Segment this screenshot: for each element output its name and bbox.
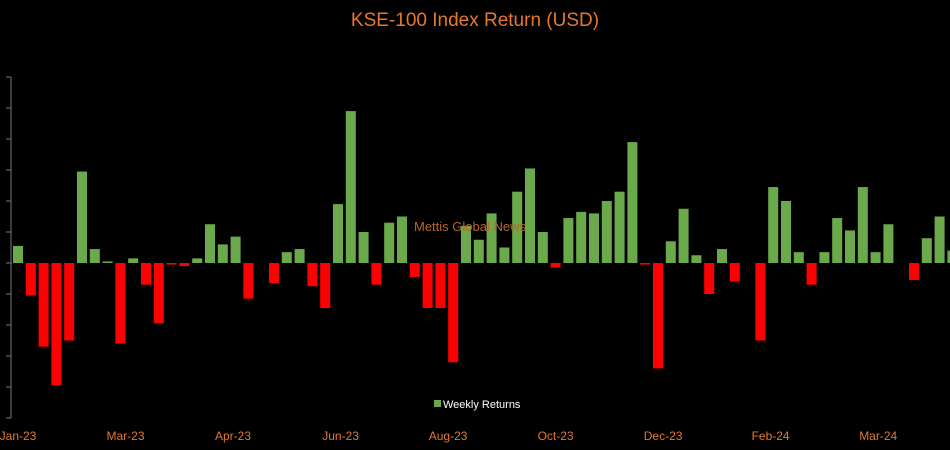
bar-27: [358, 232, 369, 263]
bar-63: [819, 252, 830, 263]
bar-58: [755, 263, 766, 341]
bar-52: [678, 208, 689, 263]
bar-45: [589, 213, 599, 263]
bar-47: [614, 191, 625, 263]
bar-20: [269, 263, 279, 284]
x-axis-tick-labels: Jan-23 Mar-23 Apr-23 Jun-23 Aug-23 Oct-23 Dec-…: [0, 429, 898, 443]
bar-5: [77, 171, 87, 263]
bar-72: [934, 216, 945, 263]
bar-62: [806, 263, 817, 285]
bar-66: [857, 187, 868, 263]
bar-14: [192, 258, 203, 263]
x-tick-label-6: Dec-23: [644, 429, 683, 443]
bar-12: [166, 263, 177, 265]
bar-51: [665, 241, 676, 263]
legend-label: Weekly Returns: [443, 399, 521, 411]
legend-swatch: [434, 400, 441, 407]
bar-37: [486, 213, 497, 263]
x-tick-label-1: Mar-23: [106, 429, 144, 443]
bar-3: [51, 263, 62, 386]
bar-36: [473, 239, 484, 263]
bar-43: [563, 218, 574, 263]
x-tick-label-7: Feb-24: [752, 429, 790, 443]
bar-22: [294, 249, 305, 263]
bar-61: [793, 252, 804, 263]
bar-64: [832, 218, 843, 263]
bar-60: [781, 201, 791, 263]
legend: Weekly Returns: [434, 399, 521, 411]
bar-42: [550, 263, 561, 268]
bar-6: [89, 249, 100, 263]
bar-41: [537, 232, 548, 263]
x-tick-label-5: Oct-23: [538, 429, 574, 443]
watermark-text: Mettis Global News: [414, 219, 526, 234]
bar-67: [870, 252, 881, 263]
x-tick-label-8: Mar-24: [859, 429, 897, 443]
bar-25: [333, 204, 343, 263]
bar-68: [883, 224, 894, 263]
bar-7: [102, 261, 113, 263]
bar-30: [397, 216, 407, 263]
bar-53: [691, 255, 702, 263]
bar-2: [38, 263, 49, 347]
bar-11: [153, 263, 164, 324]
chart-title: KSE-100 Index Return (USD): [350, 10, 600, 31]
bar-24: [320, 263, 331, 308]
bar-44: [576, 211, 587, 263]
bar-39: [512, 191, 523, 263]
bar-48: [627, 142, 638, 263]
bar-35: [461, 225, 471, 263]
bar-8: [115, 263, 126, 344]
bar-40: [525, 168, 535, 263]
bar-13: [179, 263, 190, 267]
x-tick-label-4: Aug-23: [429, 429, 468, 443]
bar-70: [909, 263, 919, 281]
y-axis: [6, 76, 12, 419]
bar-28: [371, 263, 382, 285]
bar-33: [435, 263, 446, 308]
bar-49: [640, 263, 651, 265]
bar-54: [704, 263, 715, 294]
bar-32: [422, 263, 433, 308]
bar-4: [64, 263, 75, 341]
x-tick-label-0: Jan-23: [0, 429, 37, 443]
bar-55: [717, 249, 727, 263]
bar-29: [384, 222, 395, 263]
bar-71: [921, 238, 932, 263]
bar-38: [499, 247, 510, 263]
bar-0: [13, 245, 23, 263]
bar-73: [947, 250, 950, 263]
bar-21: [281, 252, 292, 263]
x-tick-label-2: Apr-23: [215, 429, 251, 443]
bar-9: [128, 258, 139, 263]
bar-23: [307, 263, 318, 287]
bar-59: [768, 187, 779, 263]
bars: [13, 111, 950, 386]
bar-18: [243, 263, 254, 299]
bar-56: [729, 263, 740, 282]
bar-16: [217, 244, 228, 263]
bar-34: [448, 263, 459, 363]
bar-46: [601, 201, 612, 263]
bar-17: [230, 236, 241, 263]
bar-15: [205, 224, 215, 263]
bar-26: [345, 111, 356, 263]
bar-1: [25, 263, 36, 296]
bar-31: [409, 263, 420, 277]
bar-65: [845, 230, 855, 263]
bar-50: [653, 263, 663, 369]
x-tick-label-3: Jun-23: [322, 429, 359, 443]
bar-10: [141, 263, 151, 285]
